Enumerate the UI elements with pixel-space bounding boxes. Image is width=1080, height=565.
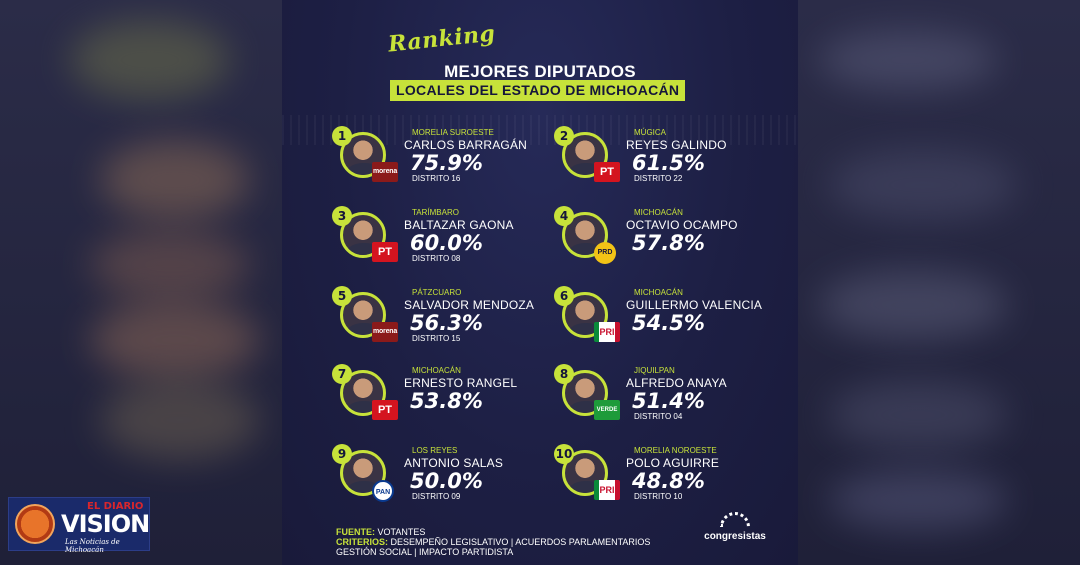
party-logo-icon: PRI: [594, 480, 620, 500]
ranking-entry: 2 PT MÚGICA REYES GALINDO 61.5% DISTRITO 22: [554, 124, 784, 186]
ranking-entry: 1 morena MORELIA SUROESTE CARLOS BARRAGÁN 75…: [332, 124, 562, 186]
candidate-district: DISTRITO 22: [634, 174, 683, 183]
candidate-percent: 56.3%: [410, 311, 483, 335]
criterios-label: CRITERIOS:: [336, 537, 389, 547]
ranking-entry: 5 morena PÁTZCUARO SALVADOR MENDOZA 56.3% DIS…: [332, 284, 562, 346]
poster-title: MEJORES DIPUTADOS: [444, 62, 636, 81]
criterios-line2: GESTIÓN SOCIAL | IMPACTO PARTIDISTA: [336, 547, 514, 557]
party-logo-icon: PT: [372, 400, 398, 420]
candidate-percent: 54.5%: [632, 311, 705, 335]
el-diario-vision-logo: EL DIARIO VISION Las Noticias de Michoac…: [8, 497, 150, 554]
candidate-region: TARÍMBARO: [412, 208, 459, 217]
candidate-name: ANTONIO SALAS: [404, 456, 504, 470]
rank-badge: 7: [332, 364, 352, 384]
ranking-entry: 4 PRD MICHOACÁN OCTAVIO OCAMPO 57.8%: [554, 204, 784, 266]
congress-arc-icon: [720, 512, 750, 527]
candidate-percent: 60.0%: [410, 231, 483, 255]
candidate-region: LOS REYES: [412, 446, 458, 455]
candidate-percent: 53.8%: [410, 389, 483, 413]
candidate-district: DISTRITO 08: [412, 254, 461, 263]
ranking-poster: Ranking MEJORES DIPUTADOS LOCALES DEL ES…: [282, 0, 798, 565]
logo-line2: VISION: [61, 510, 150, 538]
rank-badge: 4: [554, 206, 574, 226]
candidate-region: MORELIA NOROESTE: [634, 446, 717, 455]
party-logo-icon: morena: [372, 322, 398, 342]
poster-subtitle: LOCALES DEL ESTADO DE MICHOACÁN: [390, 80, 686, 101]
party-logo-icon: PRI: [594, 322, 620, 342]
ranking-entry: 3 PT TARÍMBARO BALTAZAR GAONA 60.0% DISTRITO …: [332, 204, 562, 266]
party-logo-icon: PT: [594, 162, 620, 182]
ranking-entry: 7 PT MICHOACÁN ERNESTO RANGEL 53.8%: [332, 362, 562, 424]
candidate-district: DISTRITO 16: [412, 174, 461, 183]
fuente-label: FUENTE:: [336, 527, 375, 537]
candidate-region: MORELIA SUROESTE: [412, 128, 494, 137]
candidate-percent: 48.8%: [632, 469, 705, 493]
rank-badge: 9: [332, 444, 352, 464]
candidate-region: MICHOACÁN: [634, 288, 683, 297]
candidate-percent: 51.4%: [632, 389, 705, 413]
rank-badge: 10: [554, 444, 574, 464]
party-logo-icon: PT: [372, 242, 398, 262]
party-logo-icon: PAN: [372, 480, 394, 502]
logo-tagline: Las Noticias de Michoacán: [65, 538, 120, 554]
party-logo-icon: PRD: [594, 242, 616, 264]
candidate-name: GUILLERMO VALENCIA: [626, 298, 763, 312]
candidate-name: OCTAVIO OCAMPO: [626, 218, 738, 232]
logo-line1: EL DIARIO: [87, 501, 144, 512]
brand-name: congresistas: [704, 531, 766, 542]
candidate-region: MICHOACÁN: [412, 366, 461, 375]
candidate-region: JIQUILPAN: [634, 366, 675, 375]
candidate-name: BALTAZAR GAONA: [404, 218, 514, 232]
rank-badge: 8: [554, 364, 574, 384]
rank-badge: 1: [332, 126, 352, 146]
logo-emblem-icon: [15, 504, 55, 544]
rank-badge: 2: [554, 126, 574, 146]
party-logo-icon: morena: [372, 162, 398, 182]
candidate-region: MÚGICA: [634, 128, 666, 137]
candidate-name: CARLOS BARRAGÁN: [404, 138, 528, 152]
candidate-region: PÁTZCUARO: [412, 288, 462, 297]
candidate-name: POLO AGUIRRE: [626, 456, 720, 470]
candidate-name: ERNESTO RANGEL: [404, 376, 518, 390]
rank-badge: 5: [332, 286, 352, 306]
candidate-district: DISTRITO 04: [634, 412, 683, 421]
candidate-name: REYES GALINDO: [626, 138, 727, 152]
candidate-percent: 61.5%: [632, 151, 705, 175]
candidate-region: MICHOACÁN: [634, 208, 683, 217]
candidate-percent: 75.9%: [410, 151, 483, 175]
candidate-district: DISTRITO 15: [412, 334, 461, 343]
ranking-entry: 6 PRI MICHOACÁN GUILLERMO VALENCIA 54.5%: [554, 284, 784, 346]
candidate-name: SALVADOR MENDOZA: [404, 298, 535, 312]
congresistas-logo: congresistas: [700, 512, 770, 542]
ranking-entry: 10 PRI MORELIA NOROESTE POLO AGUIRRE 48.8% DI…: [554, 442, 784, 504]
rank-badge: 3: [332, 206, 352, 226]
footer-criteria: FUENTE: VOTANTES CRITERIOS: DESEMPEÑO LE…: [336, 527, 650, 557]
candidate-percent: 57.8%: [632, 231, 705, 255]
candidate-percent: 50.0%: [410, 469, 483, 493]
criterios-value: DESEMPEÑO LEGISLATIVO | ACUERDOS PARLAME…: [390, 537, 651, 547]
ranking-script-title: Ranking: [386, 20, 497, 58]
fuente-value: VOTANTES: [377, 527, 426, 537]
candidate-district: DISTRITO 09: [412, 492, 461, 501]
rank-badge: 6: [554, 286, 574, 306]
party-logo-icon: VERDE: [594, 400, 620, 420]
blurred-background-right: [798, 0, 1080, 565]
blurred-background-left: [0, 0, 282, 565]
ranking-entry: 8 VERDE JIQUILPAN ALFREDO ANAYA 51.4% DISTRIT…: [554, 362, 784, 424]
candidate-name: ALFREDO ANAYA: [626, 376, 727, 390]
candidate-district: DISTRITO 10: [634, 492, 683, 501]
ranking-entry: 9 PAN LOS REYES ANTONIO SALAS 50.0% DISTRITO …: [332, 442, 562, 504]
